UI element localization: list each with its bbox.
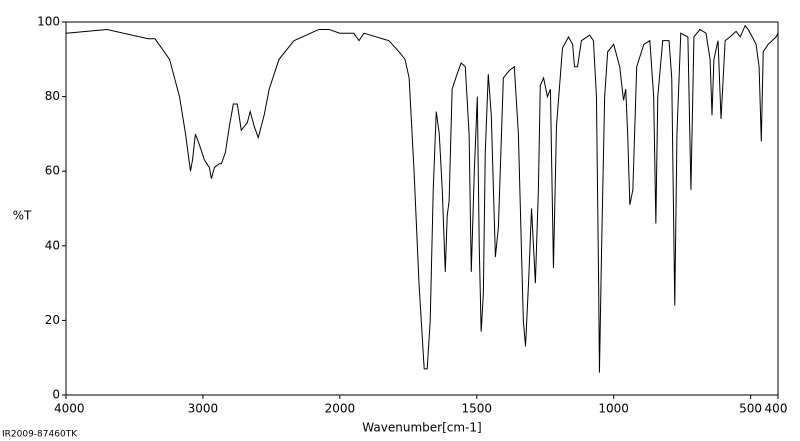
y-tick-label: 20: [45, 313, 60, 327]
y-tick-label: 40: [45, 238, 60, 252]
spectrum-line: [65, 24, 779, 373]
x-tick-label: 2000: [325, 402, 356, 416]
x-tick-label: 1500: [461, 402, 492, 416]
x-axis-label: Wavenumber[cm-1]: [362, 421, 481, 435]
x-tick-label: 400: [765, 402, 788, 416]
y-tick-label: 60: [45, 164, 60, 178]
footer: IR2009-87460TK: [2, 430, 78, 440]
x-tick-label: 500: [739, 402, 762, 416]
x-tick-label: 4000: [54, 402, 85, 416]
y-tick-label: 0: [52, 388, 60, 402]
y-tick-label: 80: [45, 89, 60, 103]
plot-frame: [65, 21, 779, 396]
y-tick-label: 100: [37, 15, 60, 29]
y-axis-label: %T: [13, 209, 32, 223]
x-tick-label: 3000: [188, 402, 219, 416]
x-tick-label: 1000: [598, 402, 629, 416]
